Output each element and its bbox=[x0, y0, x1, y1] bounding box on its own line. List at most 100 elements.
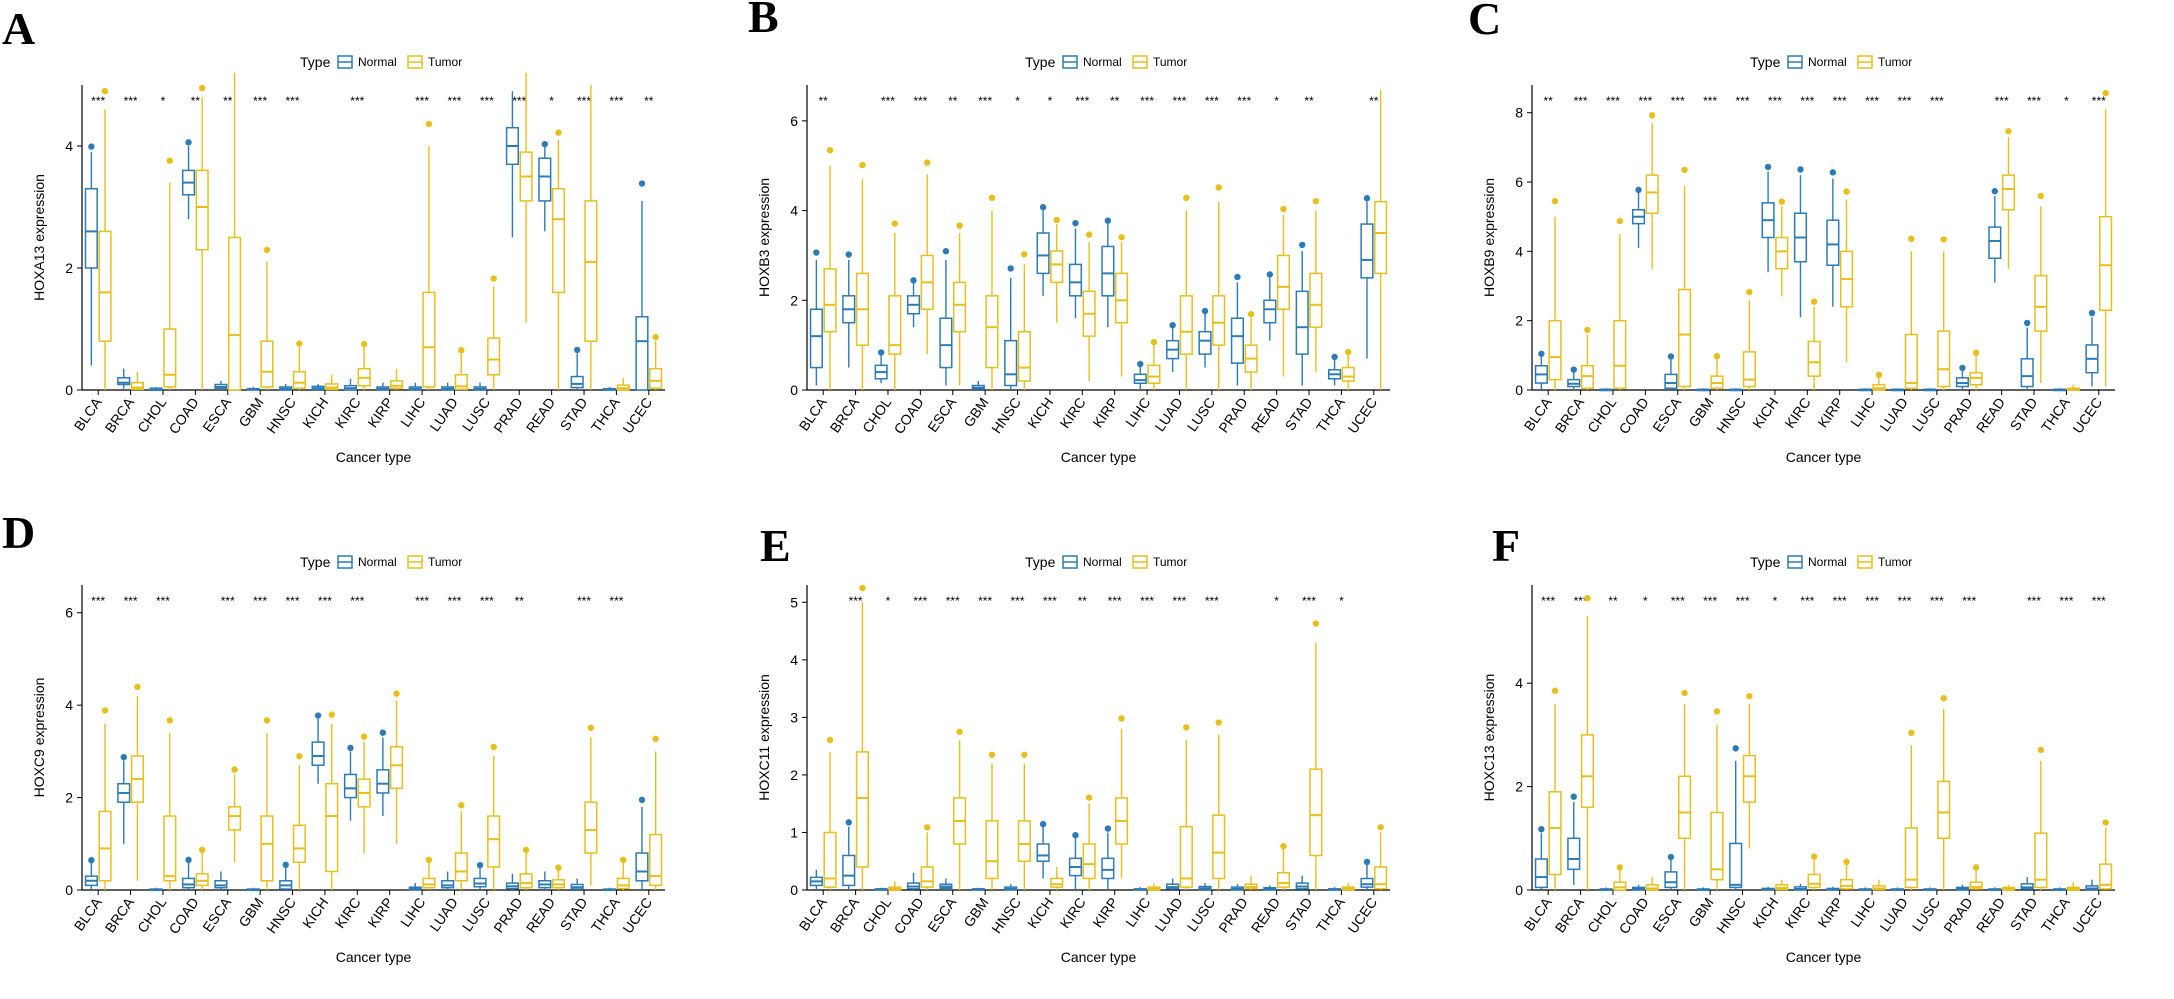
legend-title: Type bbox=[1750, 554, 1781, 570]
iqr-box bbox=[292, 824, 306, 864]
outlier-point bbox=[231, 766, 238, 773]
significance-label: *** bbox=[1703, 594, 1717, 608]
iqr-box bbox=[1179, 825, 1193, 888]
iqr-box bbox=[260, 340, 274, 388]
tumor-box-esca bbox=[228, 766, 242, 863]
legend-label-normal: Normal bbox=[1083, 555, 1122, 569]
significance-label: *** bbox=[253, 594, 267, 608]
tumor-box-chol bbox=[1613, 864, 1627, 891]
significance-label: *** bbox=[1237, 94, 1251, 108]
y-tick-label: 0 bbox=[1515, 382, 1523, 398]
iqr-box bbox=[117, 377, 131, 386]
iqr-box bbox=[1904, 333, 1918, 390]
tumor-box-prad bbox=[1244, 875, 1258, 890]
tumor-box-kirp bbox=[389, 690, 404, 844]
outlier-point bbox=[1298, 241, 1306, 249]
significance-label: *** bbox=[1638, 94, 1652, 108]
outlier-point bbox=[1551, 687, 1559, 694]
iqr-box bbox=[1826, 219, 1840, 266]
normal-box-coad bbox=[906, 872, 921, 890]
iqr-box bbox=[1309, 272, 1323, 328]
significance-label: *** bbox=[1140, 94, 1154, 108]
normal-box-kich bbox=[1036, 204, 1050, 296]
outlier-point bbox=[652, 333, 659, 341]
significance-label: *** bbox=[415, 594, 429, 608]
outlier-point bbox=[2102, 819, 2109, 826]
tumor-box-esca bbox=[228, 72, 242, 391]
normal-box-stad bbox=[570, 878, 584, 890]
outlier-point bbox=[2102, 89, 2109, 97]
y-tick-label: 4 bbox=[65, 697, 73, 713]
outlier-point bbox=[166, 717, 174, 724]
outlier-point bbox=[490, 743, 497, 751]
y-tick-label: 2 bbox=[65, 260, 73, 276]
iqr-box bbox=[538, 157, 552, 202]
outlier-point bbox=[1137, 360, 1144, 368]
significance-label: *** bbox=[1897, 94, 1911, 108]
normal-box-kich bbox=[311, 712, 325, 784]
iqr-box bbox=[1309, 768, 1323, 857]
significance-label: *** bbox=[1768, 94, 1782, 108]
normal-box-brca bbox=[1567, 793, 1581, 885]
y-tick-label: 0 bbox=[65, 882, 73, 898]
iqr-box bbox=[1374, 200, 1388, 275]
normal-box-chol bbox=[1599, 388, 1613, 392]
outlier-point bbox=[1312, 197, 1320, 205]
iqr-box bbox=[1212, 814, 1226, 880]
outlier-point bbox=[1215, 719, 1222, 726]
significance-label: *** bbox=[1140, 594, 1154, 608]
outlier-point bbox=[891, 220, 899, 227]
outlier-point bbox=[1215, 184, 1222, 191]
outlier-point bbox=[101, 707, 109, 714]
outlier-point bbox=[1972, 349, 1980, 356]
outlier-point bbox=[813, 249, 820, 256]
normal-box-stad bbox=[1295, 241, 1309, 386]
x-axis-label: Cancer type bbox=[336, 449, 412, 465]
iqr-box bbox=[1212, 295, 1226, 346]
iqr-box bbox=[939, 317, 953, 369]
legend: Type Normal Tumor bbox=[300, 54, 462, 70]
significance-label: *** bbox=[286, 94, 300, 108]
outlier-point bbox=[2023, 319, 2031, 327]
outlier-point bbox=[826, 736, 834, 744]
normal-box-luad bbox=[1891, 887, 1905, 891]
significance-label: *** bbox=[480, 94, 494, 108]
outlier-point bbox=[2037, 746, 2045, 754]
normal-box-gbm bbox=[1696, 388, 1710, 392]
outlier-point bbox=[1234, 273, 1241, 281]
outlier-point bbox=[956, 728, 963, 735]
normal-box-thca bbox=[1328, 887, 1342, 891]
tumor-box-ucec bbox=[1374, 89, 1388, 390]
normal-box-lihc bbox=[1133, 887, 1147, 891]
normal-box-blca bbox=[809, 249, 823, 386]
outlier-point bbox=[185, 139, 192, 146]
iqr-box bbox=[1179, 295, 1193, 355]
panel-letter: A bbox=[2, 3, 35, 54]
significance-label: ** bbox=[819, 94, 829, 108]
significance-label: *** bbox=[1703, 94, 1717, 108]
y-axis-label: HOXC11 expression bbox=[756, 674, 772, 801]
tumor-box-chol bbox=[1613, 217, 1627, 390]
y-axis-label: HOXC9 expression bbox=[31, 678, 47, 798]
legend-label-normal: Normal bbox=[1083, 55, 1122, 69]
outlier-point bbox=[1021, 751, 1028, 758]
y-tick-label: 6 bbox=[1515, 174, 1523, 190]
tumor-box-lihc bbox=[1147, 338, 1161, 390]
outlier-point bbox=[956, 222, 963, 229]
iqr-box bbox=[163, 815, 177, 882]
outlier-point bbox=[1169, 321, 1176, 329]
outlier-point bbox=[1635, 186, 1642, 194]
iqr-box bbox=[98, 230, 112, 342]
tumor-box-hnsc bbox=[1742, 288, 1756, 390]
outlier-point bbox=[1908, 235, 1915, 243]
tumor-box-luad bbox=[454, 802, 468, 890]
tumor-box-coad bbox=[1645, 877, 1659, 891]
legend-title: Type bbox=[300, 54, 331, 70]
tumor-box-kich bbox=[1775, 198, 1789, 297]
significance-label: * bbox=[2064, 94, 2069, 108]
tumor-box-luad bbox=[1904, 235, 1918, 390]
y-axis-label: HOXA13 expression bbox=[31, 174, 47, 301]
normal-box-prad bbox=[505, 873, 519, 890]
outlier-point bbox=[1085, 794, 1093, 801]
